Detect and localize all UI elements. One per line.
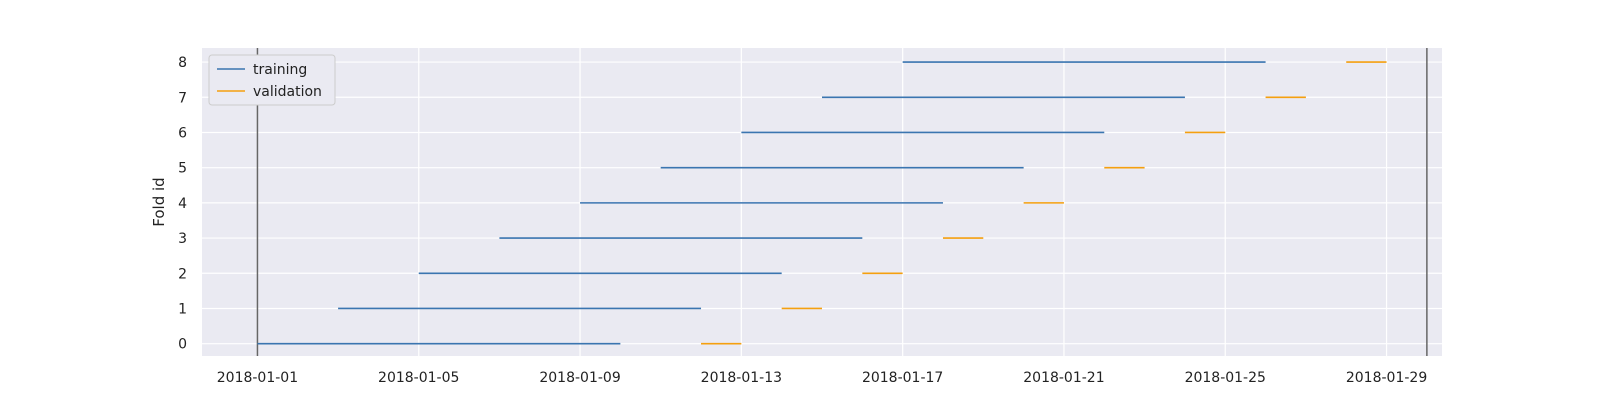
y-tick-label: 6 <box>178 125 187 141</box>
fold-segments <box>257 61 1387 345</box>
x-axis-ticks: 2018-01-01 2018-01-05 2018-01-09 2018-01-13… <box>217 370 1427 386</box>
y-tick-label: 5 <box>178 161 187 177</box>
x-tick-label: 2018-01-29 <box>1346 370 1427 386</box>
y-tick-label: 3 <box>178 231 187 247</box>
x-tick-label: 2018-01-21 <box>1023 370 1104 386</box>
x-tick-label: 2018-01-13 <box>701 370 782 386</box>
y-tick-label: 4 <box>178 196 187 212</box>
x-tick-label: 2018-01-09 <box>539 370 620 386</box>
legend: training validation <box>208 54 336 106</box>
legend-box <box>208 54 336 106</box>
series-training <box>257 61 1266 345</box>
y-axis-ticks: 0 1 2 3 4 5 6 7 8 <box>178 55 187 353</box>
y-tick-label: 8 <box>178 55 187 71</box>
y-tick-label: 0 <box>178 337 187 353</box>
y-axis-label: Fold id <box>150 177 168 226</box>
y-tick-label: 2 <box>178 266 187 282</box>
series-validation <box>701 61 1387 345</box>
x-tick-label: 2018-01-05 <box>378 370 459 386</box>
x-tick-label: 2018-01-01 <box>217 370 298 386</box>
legend-label-validation: validation <box>253 84 322 100</box>
x-tick-label: 2018-01-17 <box>862 370 943 386</box>
legend-label-training: training <box>253 62 307 78</box>
y-tick-label: 1 <box>178 301 187 317</box>
plot-area <box>202 48 1442 356</box>
x-tick-label: 2018-01-25 <box>1185 370 1266 386</box>
y-tick-label: 7 <box>178 90 187 106</box>
